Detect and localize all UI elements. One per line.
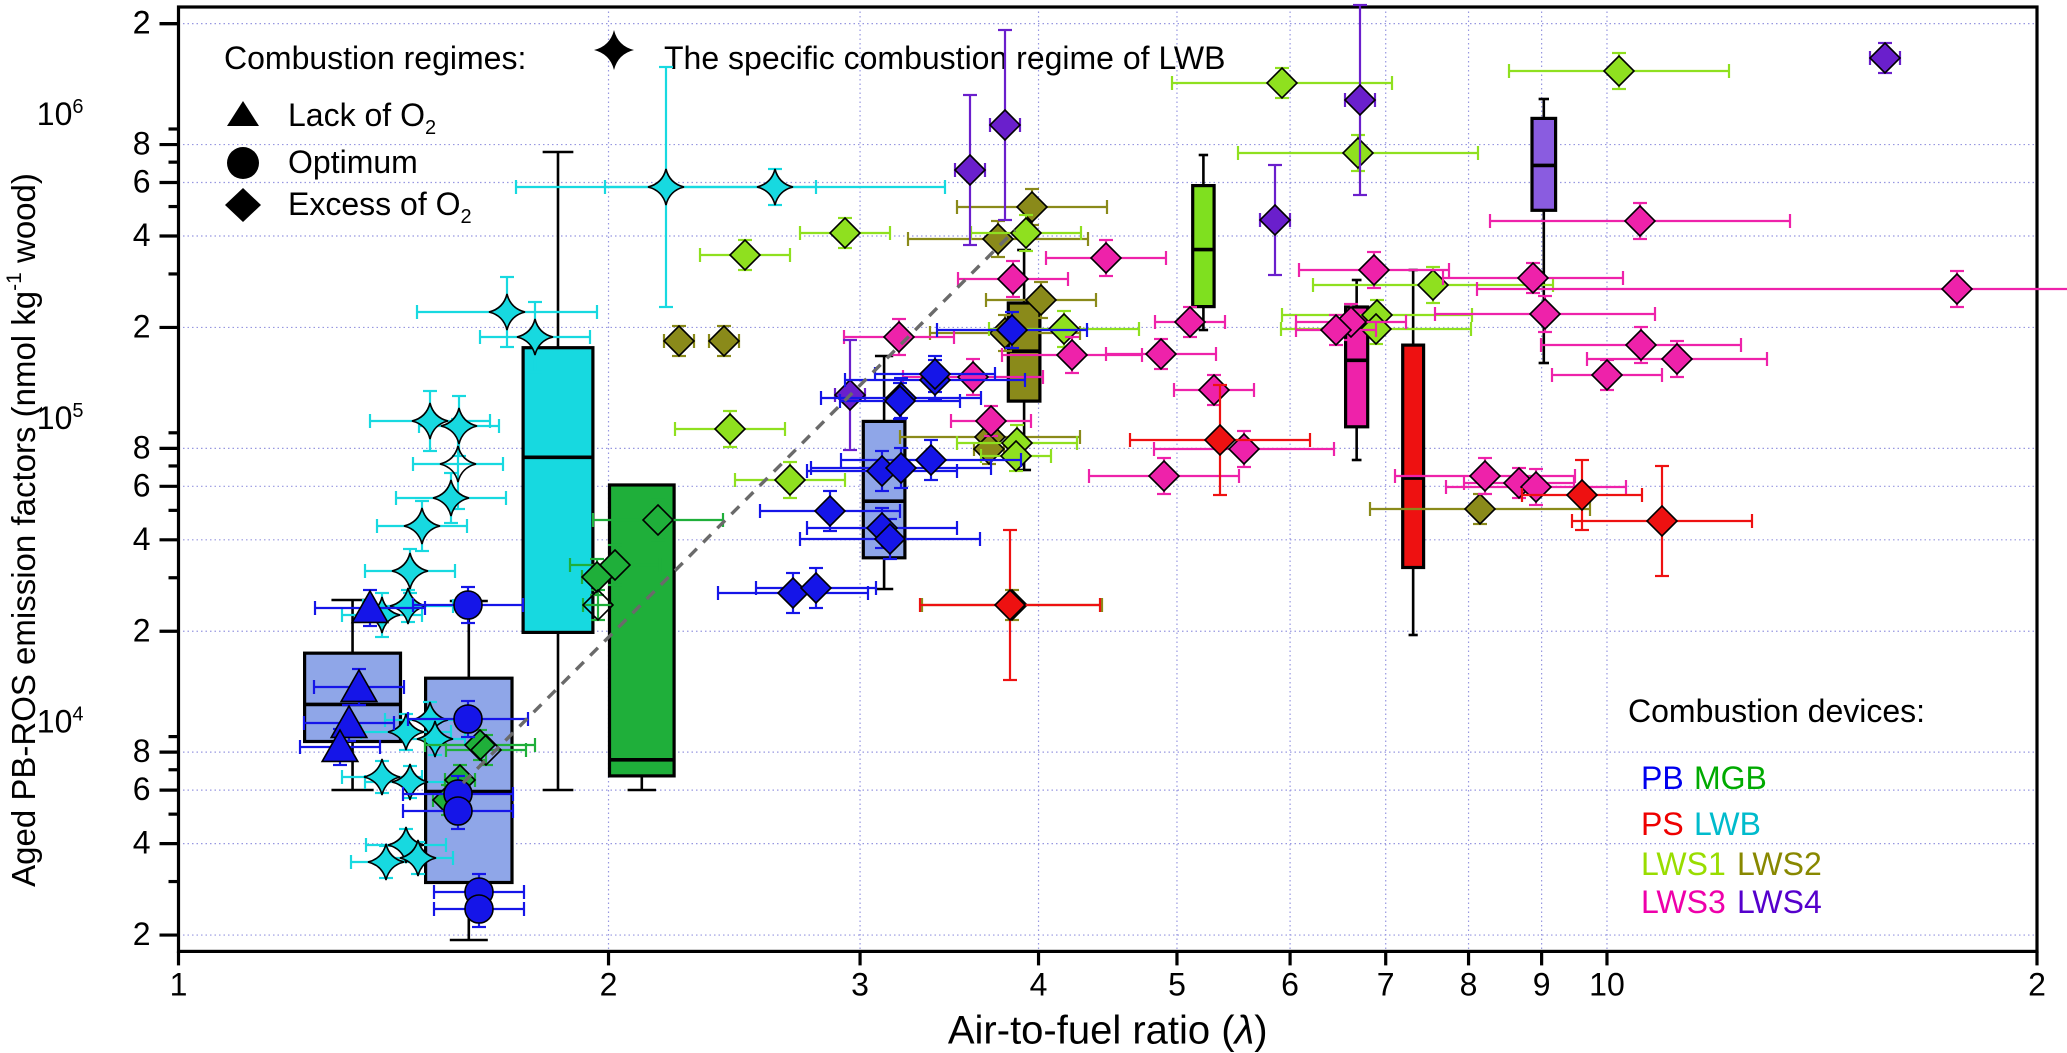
svg-text:5: 5 [1168, 966, 1186, 1002]
svg-text:The specific combustion regime: The specific combustion regime of LWB [664, 40, 1225, 76]
svg-text:8: 8 [1460, 966, 1478, 1002]
svg-text:2: 2 [133, 612, 151, 648]
svg-text:Lack of O2: Lack of O2 [288, 97, 436, 139]
svg-text:Combustion devices:: Combustion devices: [1628, 693, 1925, 729]
svg-text:LWS1: LWS1 [1641, 846, 1726, 882]
svg-text:LWS4: LWS4 [1737, 884, 1822, 920]
svg-text:3: 3 [851, 966, 869, 1002]
svg-text:8: 8 [133, 733, 151, 769]
svg-text:PB: PB [1641, 760, 1684, 796]
svg-text:LWS3: LWS3 [1641, 884, 1726, 920]
svg-text:Combustion regimes:: Combustion regimes: [224, 40, 526, 76]
svg-text:LWS2: LWS2 [1737, 846, 1822, 882]
svg-text:1: 1 [170, 966, 188, 1002]
svg-text:2: 2 [133, 308, 151, 344]
svg-text:2: 2 [2028, 966, 2046, 1002]
svg-text:Air-to-fuel ratio (λ): Air-to-fuel ratio (λ) [948, 1008, 1268, 1052]
svg-text:2: 2 [600, 966, 618, 1002]
svg-text:2: 2 [133, 916, 151, 952]
svg-text:10: 10 [1589, 966, 1625, 1002]
svg-text:8: 8 [133, 429, 151, 465]
svg-text:PS: PS [1641, 806, 1684, 842]
svg-text:2: 2 [133, 5, 151, 41]
svg-text:7: 7 [1377, 966, 1395, 1002]
svg-text:LWB: LWB [1694, 806, 1761, 842]
svg-text:8: 8 [133, 126, 151, 162]
svg-text:6: 6 [133, 771, 151, 807]
svg-text:Excess of O2: Excess of O2 [288, 186, 472, 228]
svg-text:4: 4 [133, 521, 151, 557]
svg-text:Optimum: Optimum [288, 144, 418, 180]
svg-text:6: 6 [133, 164, 151, 200]
svg-text:4: 4 [1030, 966, 1048, 1002]
svg-text:4: 4 [133, 825, 151, 861]
svg-text:MGB: MGB [1694, 760, 1767, 796]
svg-text:9: 9 [1533, 966, 1551, 1002]
svg-text:6: 6 [1281, 966, 1299, 1002]
svg-text:4: 4 [133, 217, 151, 253]
svg-text:6: 6 [133, 467, 151, 503]
